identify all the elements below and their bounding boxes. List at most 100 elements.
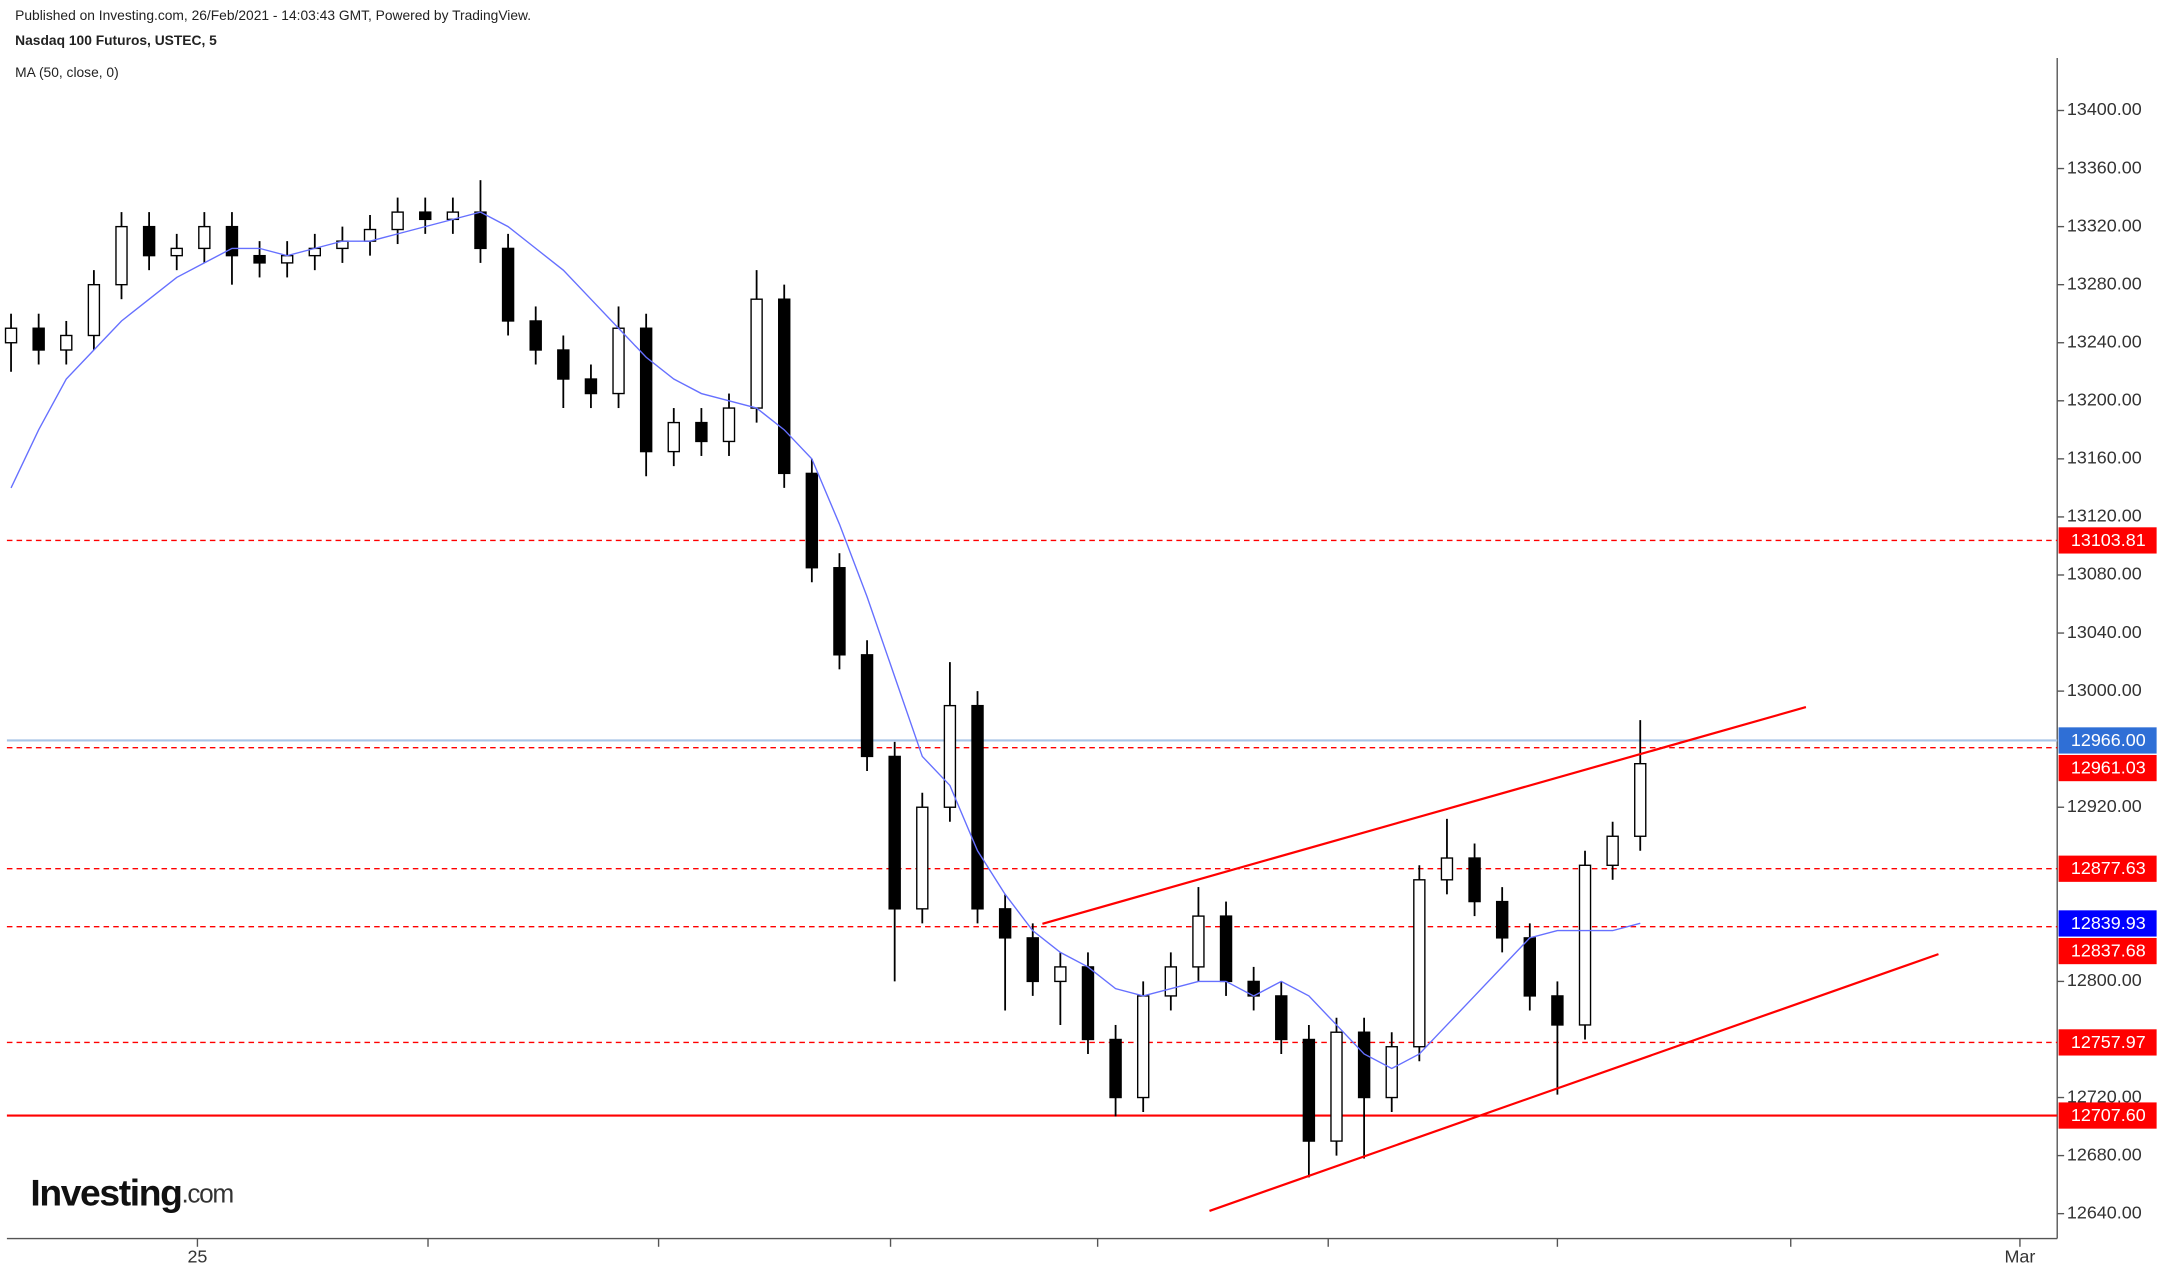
candle-body <box>501 247 515 322</box>
y-tick-label: 13400.00 <box>2067 99 2142 119</box>
candle-body <box>225 225 239 257</box>
price-level-label: 12837.68 <box>2071 940 2146 960</box>
candle-body <box>1606 835 1619 866</box>
y-tick-label: 13120.00 <box>2067 506 2142 526</box>
candle-body <box>805 472 819 569</box>
logo-brand: Investing <box>30 1172 181 1214</box>
candle-body <box>833 567 846 656</box>
candle-body <box>142 225 156 257</box>
candle-body <box>1081 966 1095 1041</box>
y-tick-label: 13280.00 <box>2067 273 2142 293</box>
x-tick-label: 25 <box>187 1247 207 1267</box>
trendline <box>1209 953 1939 1212</box>
y-tick-label: 13200.00 <box>2067 390 2142 410</box>
candle-body <box>1054 966 1067 983</box>
y-tick-label: 13040.00 <box>2067 622 2142 642</box>
price-level-label: 12707.60 <box>2071 1105 2146 1125</box>
moving-average <box>10 211 1641 1070</box>
candle-body <box>1551 995 1564 1026</box>
price-levels <box>6 539 2058 1117</box>
y-tick-label: 13000.00 <box>2067 680 2142 700</box>
price-level-box <box>2058 910 2157 937</box>
candle-body <box>722 407 736 443</box>
candle-body <box>1164 966 1178 997</box>
y-tick-label: 12800.00 <box>2067 970 2142 990</box>
candle-body <box>1634 762 1647 837</box>
candle-body <box>1136 995 1150 1099</box>
price-level-label: 12961.03 <box>2071 757 2146 777</box>
candle-body <box>1578 864 1592 1026</box>
price-level-box <box>2058 527 2157 554</box>
price-level-label: 12839.93 <box>2071 913 2146 933</box>
candle-body <box>1357 1031 1371 1099</box>
candle-body <box>888 755 901 910</box>
candle-body <box>474 211 487 250</box>
candle-body <box>667 421 680 453</box>
y-tick-label: 13240.00 <box>2067 331 2142 351</box>
candle-body <box>612 327 625 395</box>
candle-body <box>1385 1046 1398 1099</box>
price-level-label: 12877.63 <box>2071 858 2146 878</box>
logo: Investing.com <box>30 1172 233 1214</box>
candle-body <box>1468 857 1481 903</box>
candle-body <box>557 349 570 380</box>
y-tick-label: 12640.00 <box>2067 1202 2142 1222</box>
candle-body <box>1413 879 1426 1048</box>
candle-body <box>32 327 45 351</box>
candle-body <box>1302 1038 1316 1142</box>
symbol-title: Nasdaq 100 Futuros, USTEC, 5 <box>15 33 217 48</box>
price-level-label: 12757.97 <box>2071 1032 2146 1052</box>
y-tick-label: 13360.00 <box>2067 157 2142 177</box>
trendline <box>1042 706 1807 925</box>
y-tick-label: 13160.00 <box>2067 448 2142 468</box>
candle-body <box>916 806 929 910</box>
candle-body <box>529 320 542 351</box>
y-tick-label: 13320.00 <box>2067 215 2142 235</box>
candle-body <box>943 704 957 808</box>
candle-body <box>1275 995 1288 1041</box>
candle-body <box>363 228 377 242</box>
price-level-box <box>2058 855 2157 882</box>
candle-body <box>170 247 183 257</box>
candle-body <box>1523 937 1537 997</box>
price-level-box <box>2058 937 2157 965</box>
candle-body <box>1109 1038 1122 1099</box>
candle-body <box>60 334 73 351</box>
candle-body <box>695 421 708 443</box>
candle-body <box>750 298 763 409</box>
indicator-label: MA (50, close, 0) <box>15 65 119 80</box>
candle-body <box>280 254 294 264</box>
candle-body <box>4 327 18 344</box>
candle-body <box>1440 857 1454 881</box>
published-note: Published on Investing.com, 26/Feb/2021 … <box>15 8 531 23</box>
price-level-label: 13103.81 <box>2071 530 2146 550</box>
candle-body <box>639 327 653 453</box>
y-tick-label: 12920.00 <box>2067 796 2142 816</box>
candle-body <box>198 225 211 250</box>
candle-body <box>860 654 874 758</box>
logo-suffix: .com <box>182 1179 234 1209</box>
day-separators <box>427 1238 1792 1247</box>
price-level-box <box>2058 754 2157 782</box>
price-level-box <box>2058 727 2157 754</box>
candle-body <box>1495 900 1509 939</box>
candle-body <box>419 211 432 221</box>
candle-body <box>87 283 101 337</box>
x-tick-label: Mar <box>2004 1247 2035 1267</box>
candle-body <box>778 298 791 475</box>
price-level-box <box>2058 1102 2157 1129</box>
candle-body <box>253 254 266 264</box>
candle-body <box>584 378 598 395</box>
candle-body <box>391 211 404 231</box>
y-tick-label: 12720.00 <box>2067 1086 2142 1106</box>
candle-body <box>1026 937 1039 983</box>
price-level-box <box>2058 1029 2157 1056</box>
y-tick-label: 12680.00 <box>2067 1144 2142 1164</box>
candle-body <box>1219 915 1233 983</box>
candle-body <box>971 704 984 910</box>
candle-body <box>1330 1031 1343 1142</box>
candle-body <box>998 908 1012 939</box>
candle-body <box>115 225 128 286</box>
